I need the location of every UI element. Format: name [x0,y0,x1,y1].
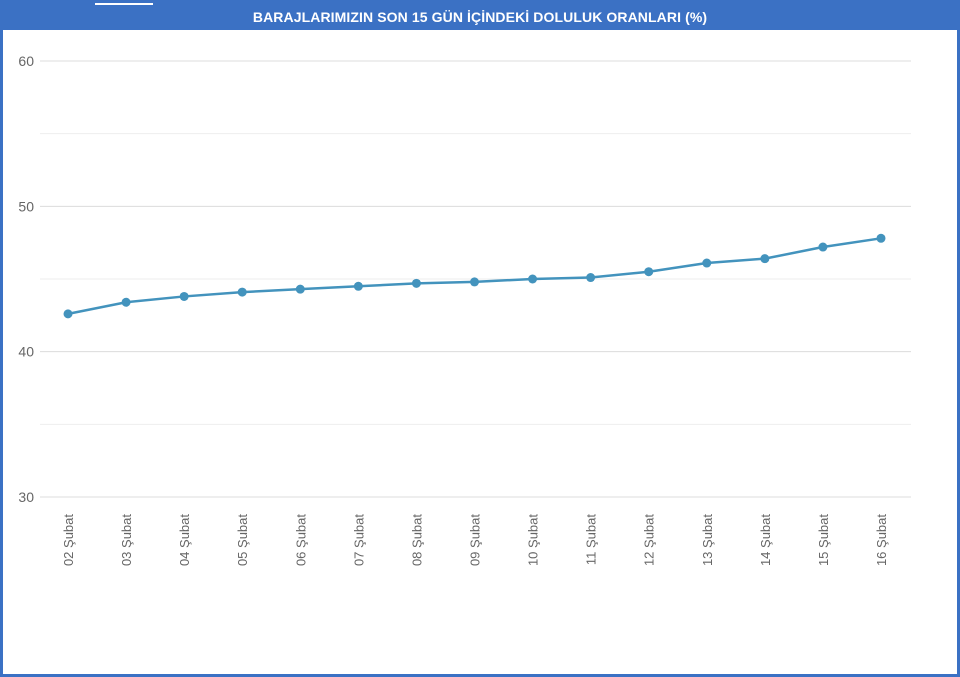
chart-title-bar: BARAJLARIMIZIN SON 15 GÜN İÇİNDEKİ DOLUL… [3,3,957,30]
x-tick-label: 05 Şubat [235,514,250,566]
x-tick-label: 13 Şubat [700,514,715,566]
x-tick-label: 03 Şubat [119,514,134,566]
x-tick-label: 11 Şubat [584,514,599,565]
data-point [528,274,538,284]
data-point [179,291,189,301]
x-tick-label: 06 Şubat [293,514,308,566]
x-tick-label: 08 Şubat [409,514,424,566]
x-tick-label: 10 Şubat [526,514,541,566]
data-point [876,233,886,243]
data-point [411,278,421,288]
y-tick-label: 40 [18,344,34,360]
data-point [760,254,770,264]
data-point [818,242,828,252]
chart-title: BARAJLARIMIZIN SON 15 GÜN İÇİNDEKİ DOLUL… [252,8,708,25]
x-tick-label: 09 Şubat [468,514,483,566]
data-point [644,267,654,277]
data-point [353,281,363,291]
tab-indicator [95,3,153,5]
data-point [702,258,712,268]
x-tick-label: 04 Şubat [177,514,192,566]
data-point [237,287,247,297]
x-tick-label: 07 Şubat [351,514,366,566]
x-tick-label: 14 Şubat [758,514,773,566]
data-point [295,284,305,294]
x-tick-label: 16 Şubat [874,514,889,566]
x-tick-label: 12 Şubat [642,514,657,566]
y-tick-label: 30 [18,489,34,505]
y-tick-label: 50 [18,198,34,214]
data-point [470,277,479,287]
data-point [586,273,596,283]
x-tick-label: 15 Şubat [816,514,831,566]
x-tick-label: 02 Şubat [61,514,76,566]
y-tick-label: 60 [18,53,34,69]
series-line [66,237,883,316]
data-point [121,297,131,307]
data-point [63,309,73,319]
